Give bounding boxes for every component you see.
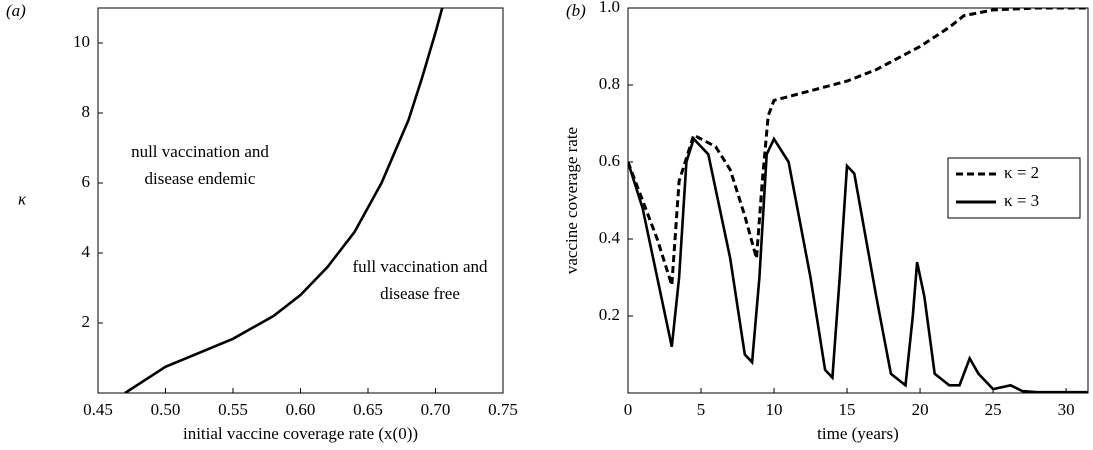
x-axis-label: time (years) — [817, 424, 899, 443]
x-tick-label: 0.60 — [286, 400, 316, 419]
panel-label: (a) — [6, 1, 26, 20]
x-tick-label: 25 — [985, 400, 1002, 419]
annotation: disease endemic — [145, 169, 256, 188]
y-tick-label: 10 — [73, 32, 90, 51]
x-tick-label: 0.65 — [353, 400, 383, 419]
x-tick-label: 5 — [697, 400, 706, 419]
x-tick-label: 15 — [839, 400, 856, 419]
curve — [124, 8, 444, 393]
y-tick-label: 1.0 — [599, 0, 620, 16]
panel-label: (b) — [566, 1, 586, 20]
annotation: disease free — [380, 284, 460, 303]
x-tick-label: 0.75 — [488, 400, 518, 419]
series-line — [628, 8, 1088, 286]
plot-frame — [97, 7, 504, 394]
x-tick-label: 0.50 — [151, 400, 181, 419]
y-tick-label: 0.8 — [599, 74, 620, 93]
y-tick-label: 0.2 — [599, 305, 620, 324]
plot-frame — [627, 7, 1089, 394]
y-tick-label: 4 — [82, 242, 91, 261]
y-axis-label: κ — [18, 189, 27, 208]
y-tick-label: 0.6 — [599, 151, 620, 170]
legend-box — [947, 157, 1081, 219]
y-tick-label: 6 — [82, 172, 91, 191]
x-tick-label: 30 — [1058, 400, 1075, 419]
legend-label: κ = 3 — [1004, 191, 1039, 210]
y-tick-label: 2 — [82, 312, 91, 331]
y-tick-label: 0.4 — [599, 228, 621, 247]
y-axis-label: vaccine coverage rate — [562, 127, 581, 274]
x-tick-label: 0.70 — [421, 400, 451, 419]
series-line — [628, 136, 1088, 393]
x-tick-label: 0 — [624, 400, 633, 419]
x-tick-label: 10 — [766, 400, 783, 419]
y-tick-label: 8 — [82, 102, 91, 121]
annotation: null vaccination and — [131, 142, 269, 161]
annotation: full vaccination and — [352, 257, 488, 276]
legend-label: κ = 2 — [1004, 163, 1039, 182]
x-tick-label: 0.55 — [218, 400, 248, 419]
x-tick-label: 0.45 — [83, 400, 113, 419]
x-axis-label: initial vaccine coverage rate (x(0)) — [183, 424, 418, 443]
x-tick-label: 20 — [912, 400, 929, 419]
